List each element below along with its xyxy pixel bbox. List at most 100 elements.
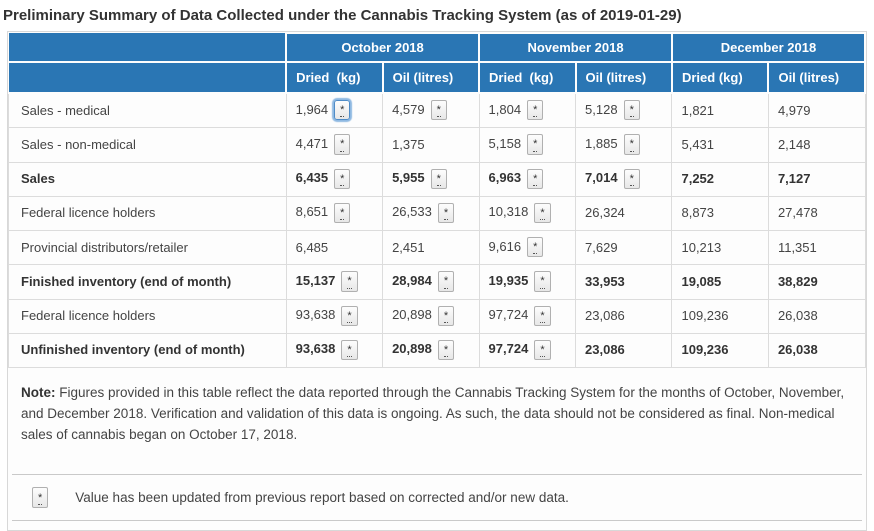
- row-label: Sales - non-medical: [8, 127, 287, 163]
- data-cell: 26,038: [767, 332, 866, 369]
- data-cell: 7,127: [767, 161, 866, 197]
- updated-flag-badge[interactable]: *: [623, 134, 640, 155]
- asterisk-icon: *: [340, 206, 345, 220]
- data-cell: 97,724 *: [478, 332, 577, 369]
- updated-flag-badge[interactable]: *: [437, 202, 455, 223]
- cell-value: 4,979: [777, 102, 811, 118]
- subheader-oct-oil: Oil (litres): [381, 61, 481, 94]
- cell-value: 26,533: [392, 204, 432, 220]
- updated-flag-badge[interactable]: *: [534, 305, 551, 326]
- data-cell: 7,252: [671, 161, 769, 197]
- cell-value: 7,127: [777, 171, 811, 187]
- subheader-nov-dried: Dried (kg): [478, 61, 577, 94]
- column-header-october: October 2018: [285, 32, 481, 63]
- updated-flag-badge[interactable]: *: [527, 134, 544, 155]
- data-cell: 5,128 *: [575, 92, 673, 129]
- cell-value: 6,485: [295, 239, 329, 255]
- data-cell: 11,351: [767, 229, 866, 266]
- updated-flag-badge[interactable]: *: [437, 339, 455, 360]
- subheader-oct-dried: Dried (kg): [285, 61, 384, 94]
- asterisk-icon: *: [533, 138, 538, 152]
- data-cell: 7,014 *: [575, 161, 673, 197]
- cell-value: 5,128: [585, 101, 618, 117]
- row-label: Provincial distributors/retailer: [8, 229, 287, 266]
- data-cell: 4,471 *: [285, 127, 384, 163]
- asterisk-icon: *: [340, 104, 345, 118]
- cell-value: 23,086: [585, 342, 625, 358]
- asterisk-icon: *: [347, 309, 352, 323]
- row-label: Sales - medical: [8, 92, 287, 129]
- updated-flag-badge[interactable]: *: [534, 202, 551, 223]
- cell-value: 97,724: [488, 341, 529, 357]
- updated-flag-badge[interactable]: *: [534, 339, 551, 360]
- asterisk-icon: *: [540, 343, 545, 357]
- data-cell: 109,236: [671, 298, 769, 334]
- corner-cell: [8, 33, 288, 63]
- cell-value: 28,984: [392, 272, 432, 288]
- asterisk-icon: *: [436, 104, 441, 118]
- table-row: Sales - medical 1,964 * 4,579 * 1,804 * 5,128 * 1…: [8, 92, 866, 129]
- data-cell: 23,086: [575, 332, 673, 369]
- sub-header-row: Dried (kg) Oil (litres) Dried (kg) Oil (…: [8, 61, 866, 94]
- updated-flag-badge[interactable]: *: [334, 168, 351, 189]
- cell-value: 33,953: [585, 273, 625, 289]
- updated-flag-badge[interactable]: *: [334, 100, 351, 121]
- cell-value: 20,898: [392, 341, 432, 357]
- table-row: Federal licence holders 93,638 * 20,898 * 97,…: [8, 298, 866, 334]
- cell-value: 1,885: [585, 135, 618, 151]
- asterisk-icon: *: [629, 172, 634, 186]
- updated-flag-badge[interactable]: *: [623, 100, 640, 121]
- updated-flag-badge[interactable]: *: [437, 305, 455, 326]
- cell-value: 8,651: [295, 204, 329, 220]
- cell-value: 2,148: [777, 136, 811, 152]
- updated-flag-badge[interactable]: *: [341, 305, 358, 326]
- corner-cell-2: [8, 62, 288, 94]
- data-cell: 7,629: [575, 229, 673, 266]
- updated-flag-badge[interactable]: *: [334, 134, 351, 155]
- data-cell: 23,086: [575, 298, 673, 334]
- cell-value: 10,318: [488, 204, 529, 220]
- updated-flag-badge[interactable]: *: [623, 168, 640, 189]
- updated-flag-badge[interactable]: *: [527, 100, 544, 121]
- data-cell: 6,963 *: [478, 161, 577, 197]
- data-cell: 4,579 *: [382, 92, 480, 129]
- cell-value: 38,829: [777, 273, 818, 289]
- data-cell: 33,953: [575, 264, 673, 300]
- data-cell: 9,616 *: [478, 229, 577, 266]
- data-cell: 109,236: [671, 332, 769, 369]
- asterisk-icon: *: [540, 206, 545, 220]
- updated-flag-badge[interactable]: *: [430, 100, 447, 121]
- cell-value: 26,038: [777, 308, 818, 324]
- note-text: Figures provided in this table reflect t…: [21, 385, 845, 442]
- data-cell: 1,821: [671, 92, 769, 129]
- updated-flag-badge[interactable]: *: [527, 237, 544, 258]
- asterisk-icon: *: [347, 275, 352, 289]
- data-cell: 2,148: [767, 127, 866, 163]
- data-cell: 26,038: [767, 298, 866, 334]
- asterisk-icon: *: [340, 138, 345, 152]
- cell-value: 9,616: [488, 238, 522, 254]
- data-cell: 8,873: [671, 195, 769, 232]
- cell-value: 2,451: [392, 239, 425, 255]
- updated-flag-badge[interactable]: *: [341, 271, 358, 292]
- asterisk-icon: *: [629, 138, 634, 152]
- updated-flag-badge[interactable]: *: [430, 168, 447, 189]
- asterisk-icon: *: [443, 206, 449, 220]
- cell-value: 4,579: [392, 101, 425, 117]
- updated-flag-badge[interactable]: *: [527, 168, 544, 189]
- updated-flag-badge[interactable]: *: [534, 271, 551, 292]
- updated-flag-badge[interactable]: *: [334, 202, 351, 223]
- data-cell: 5,955 *: [382, 161, 480, 197]
- cell-value: 1,804: [488, 101, 522, 117]
- data-cell: 2,451: [382, 229, 480, 266]
- column-header-november: November 2018: [478, 32, 673, 63]
- cell-value: 97,724: [488, 307, 529, 323]
- subheader-nov-oil: Oil (litres): [574, 61, 673, 94]
- data-cell: 1,375: [382, 127, 480, 163]
- updated-flag-badge[interactable]: *: [437, 271, 455, 292]
- data-cell: 5,431: [671, 127, 769, 163]
- data-cell: 1,885 *: [575, 127, 673, 163]
- updated-flag-badge[interactable]: *: [341, 339, 358, 360]
- cell-value: 5,955: [392, 170, 425, 186]
- cell-value: 4,471: [295, 135, 329, 151]
